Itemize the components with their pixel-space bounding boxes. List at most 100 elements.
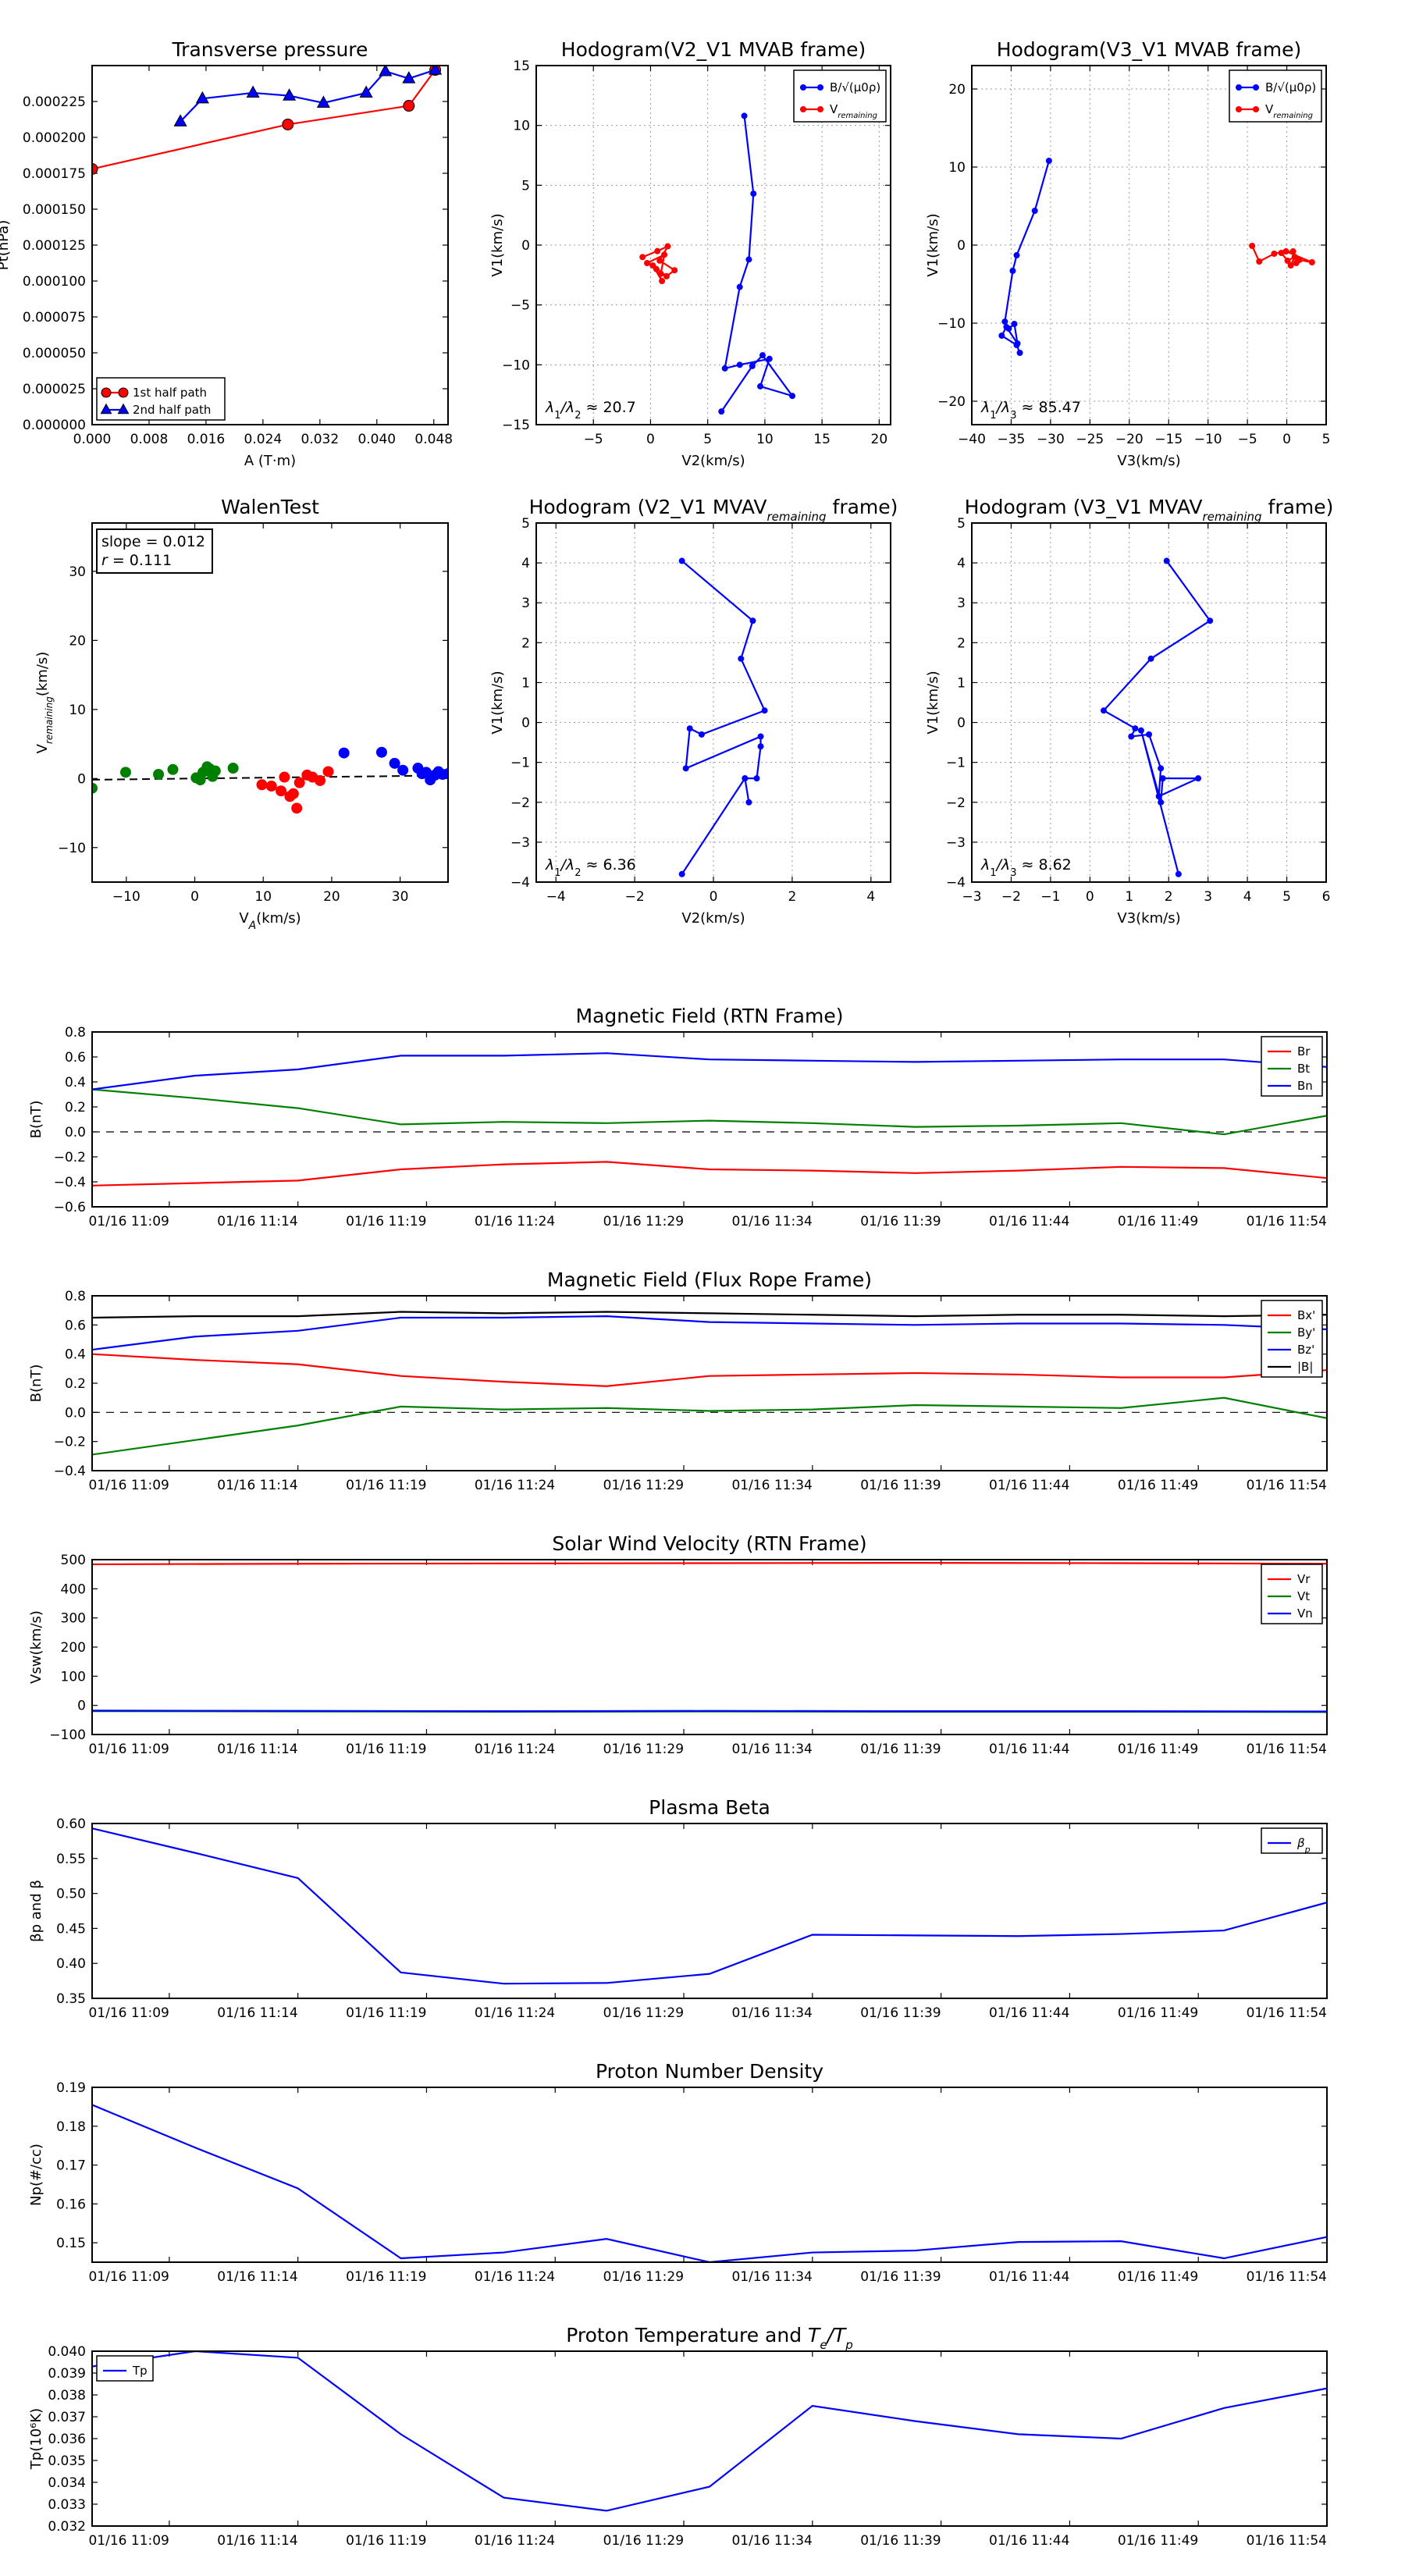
y-tick-label: 3 xyxy=(957,596,966,611)
y-tick-label: 0.19 xyxy=(56,2080,86,2096)
data-point xyxy=(379,66,393,76)
plot-area xyxy=(92,2104,1327,2262)
data-point xyxy=(359,85,373,98)
y-axis-label: V1(km/s) xyxy=(925,213,941,276)
x-tick-label: 0.008 xyxy=(130,432,169,447)
legend-label: Vn xyxy=(1297,1606,1313,1621)
data-point xyxy=(1016,350,1023,356)
chart-walen-test: WalenTest −10 0 10 20 30 −10 0 10 20 30 VA(km/s) Vre… xyxy=(34,496,449,932)
data-point xyxy=(664,243,671,250)
series-line xyxy=(1000,160,1050,354)
data-point xyxy=(375,746,387,758)
legend-marker xyxy=(100,403,112,415)
data-point xyxy=(1249,243,1256,249)
axes-frame xyxy=(91,1295,1328,1471)
data-point xyxy=(403,100,415,112)
y-tick-label: −3 xyxy=(510,835,530,851)
chart-hodogram-v3-v1-mvab: Hodogram(V3_V1 MVAB frame) −40 −35 −30 −25 −2… xyxy=(925,38,1330,469)
series-vn xyxy=(92,1710,1327,1713)
y-tick-label: 300 xyxy=(61,1611,86,1627)
x-tick-label: −5 xyxy=(1238,432,1257,447)
x-tick-label: 01/16 11:24 xyxy=(475,1214,555,1229)
x-tick-label: 01/16 11:09 xyxy=(88,2005,169,2021)
legend: Tp xyxy=(96,2355,154,2382)
y-tick-label: 3 xyxy=(521,596,530,611)
data-point xyxy=(402,71,416,84)
data-point xyxy=(745,256,752,263)
chart-solar-wind-velocity: Solar Wind Velocity (RTN Frame) 01/16 11:… xyxy=(28,1532,1328,1757)
y-tick-label: 0.50 xyxy=(56,1887,86,1902)
legend-marker xyxy=(817,106,823,112)
data-point xyxy=(429,66,443,75)
x-tick-label: −5 xyxy=(584,432,603,447)
x-tick-label: 01/16 11:44 xyxy=(989,2533,1069,2549)
series-line xyxy=(92,69,436,170)
x-tick-label: 01/16 11:39 xyxy=(860,1214,941,1229)
series-1 xyxy=(256,766,334,814)
y-tick-label: 0 xyxy=(521,238,530,254)
data-point xyxy=(639,254,646,261)
data-point xyxy=(276,785,287,797)
legend-label: Bx' xyxy=(1297,1308,1315,1322)
x-axis-label: V2(km/s) xyxy=(681,910,745,927)
series-0 xyxy=(1100,557,1214,877)
data-point xyxy=(671,267,678,274)
y-tick-label: −1 xyxy=(946,756,966,771)
y-tick-label: 0.034 xyxy=(48,2475,86,2491)
data-point xyxy=(1278,250,1285,256)
y-tick-label: 0.8 xyxy=(65,1025,86,1041)
y-tick-label: 0.000150 xyxy=(23,202,86,218)
data-point xyxy=(443,768,448,780)
data-point xyxy=(173,114,187,126)
data-point xyxy=(1146,731,1152,738)
plot-area xyxy=(92,1052,1327,1187)
y-tick-label: 0.8 xyxy=(65,1289,86,1304)
y-tick-label: 0.039 xyxy=(48,2366,86,2382)
y-tick-label: −1 xyxy=(510,756,530,771)
x-tick-label: 20 xyxy=(871,432,888,447)
series--p xyxy=(92,1827,1327,1985)
data-point xyxy=(322,766,334,777)
x-tick-label: −4 xyxy=(546,889,566,905)
y-tick-label: 2 xyxy=(957,635,966,651)
x-tick-label: 01/16 11:44 xyxy=(989,1742,1069,1757)
legend-label: 2nd half path xyxy=(133,403,211,417)
y-tick-label: 200 xyxy=(61,1640,86,1656)
y-tick-label: 10 xyxy=(513,119,530,134)
x-tick-label: 01/16 11:09 xyxy=(88,2533,169,2549)
x-tick-label: 0.032 xyxy=(301,432,340,447)
data-point xyxy=(389,757,400,769)
series-line xyxy=(720,116,795,412)
x-tick-label: 01/16 11:49 xyxy=(1118,1214,1198,1229)
data-point xyxy=(209,765,221,777)
data-point xyxy=(659,278,666,284)
plot-area xyxy=(998,158,1315,356)
x-tick-label: 01/16 11:24 xyxy=(475,1742,555,1757)
data-point xyxy=(761,707,768,714)
legend-label: |B| xyxy=(1297,1360,1313,1374)
data-point xyxy=(1045,158,1052,164)
x-tick-label: 0.048 xyxy=(414,432,453,447)
series--b- xyxy=(92,1311,1327,1319)
data-point xyxy=(644,260,651,266)
axes-frame xyxy=(971,65,1327,425)
x-tick-label: −15 xyxy=(1154,432,1183,447)
x-tick-label: 01/16 11:24 xyxy=(475,1478,555,1493)
x-axis-label: A (T·m) xyxy=(244,453,296,469)
legend-label: 1st half path xyxy=(133,386,207,400)
y-tick-label: 0.000125 xyxy=(23,238,86,254)
y-tick-label: 0.038 xyxy=(48,2388,86,2403)
axes-frame xyxy=(91,2087,1328,2263)
data-point xyxy=(1308,259,1315,265)
x-tick-label: 01/16 11:29 xyxy=(603,2269,684,2285)
y-axis-label: V1(km/s) xyxy=(489,671,506,734)
plot-area xyxy=(92,1311,1327,1456)
chart-title: Proton Number Density xyxy=(596,2060,823,2083)
series-line xyxy=(92,1710,1327,1713)
data-point xyxy=(663,272,670,279)
data-point xyxy=(195,91,209,104)
plot-area xyxy=(92,2351,1327,2512)
y-tick-label: 0.4 xyxy=(65,1347,86,1363)
y-axis-label: βp and β xyxy=(28,1880,44,1942)
